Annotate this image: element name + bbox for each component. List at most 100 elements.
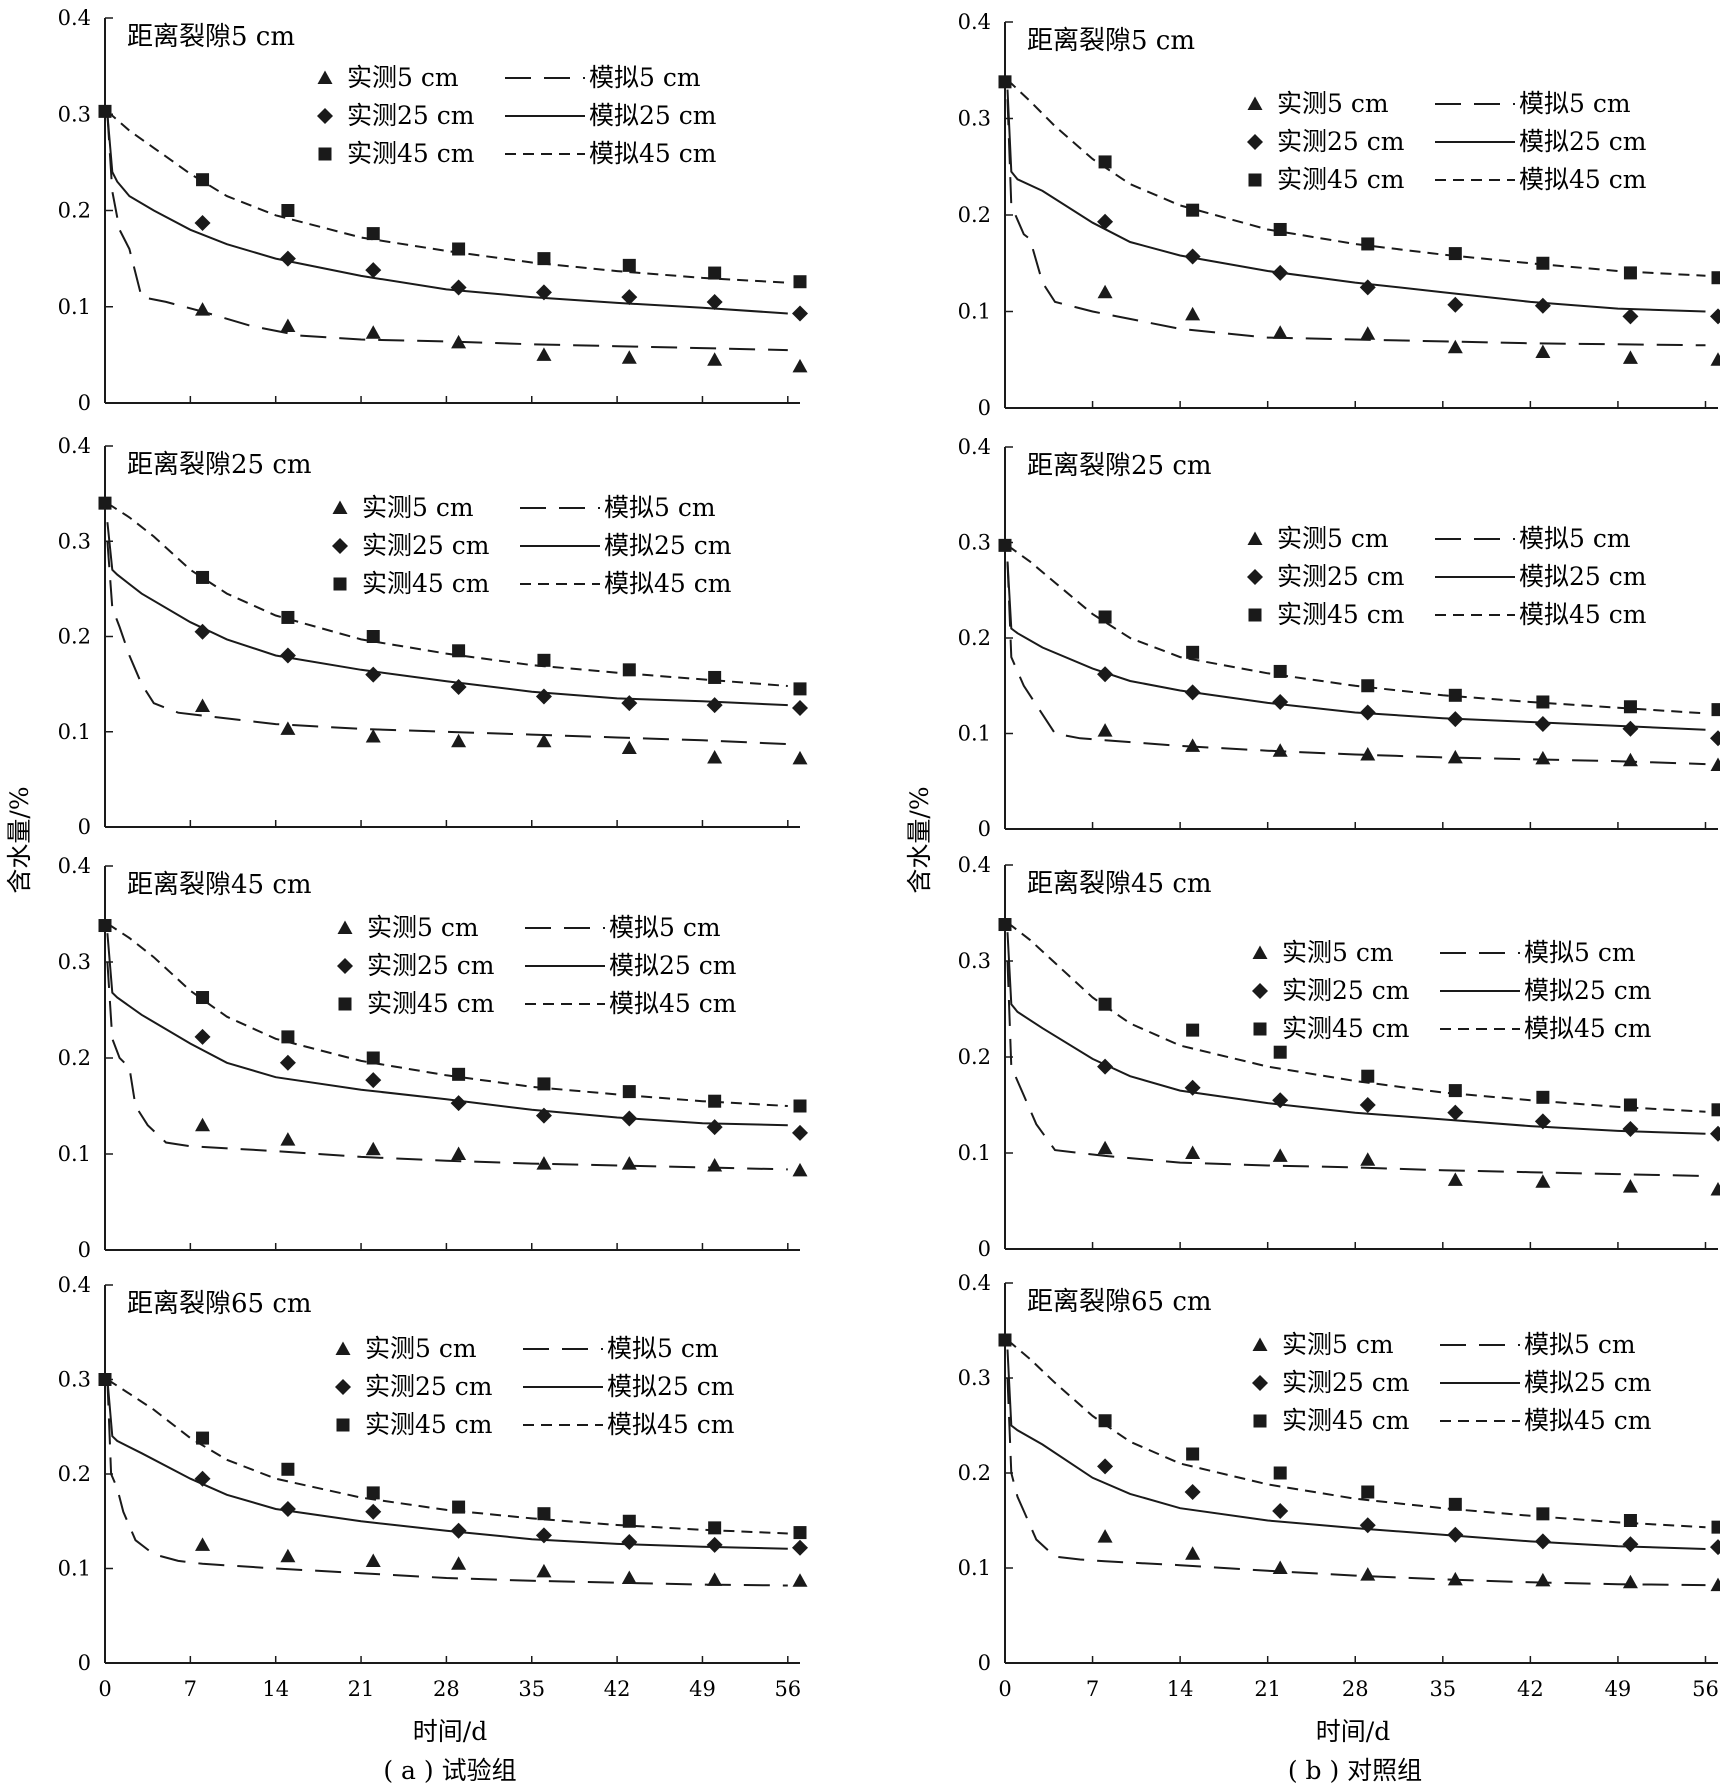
y-tick-label: 0.1 — [58, 1557, 91, 1581]
measured-marker — [1710, 1539, 1720, 1556]
simulated-line — [106, 961, 788, 1171]
measured-marker — [793, 275, 807, 289]
legend-label: 实测25 cm — [362, 531, 490, 560]
legend-label: 模拟5 cm — [609, 913, 721, 942]
measured-marker — [1272, 1560, 1288, 1574]
measured-marker — [622, 1514, 636, 1528]
legend: 实测5 cm 模拟5 cm 实测25 cm 模拟25 cm 实测45 cm 模拟45 cm — [1252, 938, 1652, 1043]
measured-marker — [536, 347, 552, 361]
legend-label: 模拟5 cm — [1519, 524, 1631, 553]
measured-marker — [536, 733, 552, 748]
legend-marker — [335, 1341, 351, 1355]
measured-marker — [1097, 1529, 1113, 1543]
measured-marker — [280, 318, 296, 332]
y-tick-label: 0 — [978, 817, 991, 841]
measured-marker — [279, 647, 296, 664]
y-tick-label: 0.1 — [958, 1556, 991, 1580]
measured-marker — [706, 293, 723, 310]
legend-marker — [1247, 569, 1263, 585]
legend-label: 模拟5 cm — [1524, 938, 1636, 967]
simulated-line — [106, 1379, 788, 1550]
legend-marker — [332, 500, 348, 514]
measured-marker — [998, 1333, 1012, 1347]
panel-title: 距离裂隙25 cm — [1027, 451, 1212, 481]
legend-label: 模拟25 cm — [607, 1372, 735, 1401]
legend-label: 实测5 cm — [365, 1334, 477, 1363]
measured-marker — [450, 1095, 467, 1112]
legend-marker — [1253, 1022, 1267, 1036]
measured-marker — [1622, 1536, 1639, 1553]
chart-panel: 0 0.1 0.2 0.3 0.4 距离裂隙5 cm 实测5 cm 模拟5 cm 实测25 cm… — [958, 10, 1720, 420]
y-tick-label: 0 — [978, 396, 991, 420]
measured-marker — [195, 1117, 211, 1132]
measured-marker — [1534, 1533, 1551, 1550]
measured-marker — [1447, 711, 1464, 728]
measured-marker — [537, 1077, 551, 1091]
measured-marker — [1360, 326, 1376, 340]
legend-marker — [318, 147, 332, 161]
measured-marker — [1186, 645, 1200, 659]
legend-label: 实测45 cm — [362, 569, 490, 598]
y-tick-label: 0.4 — [58, 434, 91, 458]
legend: 实测5 cm 模拟5 cm 实测25 cm 模拟25 cm 实测45 cm 模拟45 cm — [335, 1334, 735, 1439]
simulated-line — [1006, 99, 1706, 347]
panels-layer: 0 0.1 0.2 0.3 0.4 距离裂隙5 cm 实测5 cm 模拟5 cm 实测25 cm… — [58, 6, 1720, 1701]
measured-marker — [792, 1539, 808, 1556]
y-tick-label: 0.2 — [958, 1461, 991, 1485]
measured-marker — [1185, 306, 1201, 321]
measured-marker — [792, 358, 808, 373]
chart-panel: 0 0.1 0.2 0.3 0.4 距离裂隙5 cm 实测5 cm 模拟5 cm 实测25 cm… — [58, 6, 808, 415]
measured-marker — [1622, 308, 1639, 325]
y-tick-label: 0.4 — [58, 1273, 91, 1297]
y-tick-label: 0 — [78, 1238, 91, 1262]
panel-title: 距离裂隙65 cm — [127, 1289, 312, 1319]
measured-marker — [281, 1462, 295, 1476]
measured-marker — [452, 644, 466, 658]
legend-marker — [1253, 1414, 1267, 1428]
y-tick-label: 0.1 — [58, 295, 91, 319]
measured-marker — [451, 334, 467, 349]
x-tick-label: 42 — [604, 1677, 631, 1701]
measured-marker — [1535, 1572, 1551, 1587]
chart-panel: 0 0.1 0.2 0.3 0.4 距离裂隙25 cm 实测5 cm 模拟5 cm 实测25 c… — [58, 434, 808, 839]
y-tick-label: 0.4 — [58, 6, 91, 30]
measured-marker — [1185, 1145, 1201, 1159]
legend-label: 模拟45 cm — [604, 569, 732, 598]
measured-marker — [1622, 752, 1638, 767]
y-tick-label: 0.2 — [58, 199, 91, 223]
measured-marker — [365, 1553, 381, 1567]
x-axis-label-left: 时间/d — [413, 1717, 487, 1746]
measured-marker — [1273, 222, 1287, 236]
legend-marker — [337, 958, 353, 974]
measured-marker — [451, 1146, 467, 1160]
measured-marker — [621, 1570, 637, 1584]
legend-marker — [1248, 608, 1262, 622]
measured-marker — [1536, 256, 1550, 270]
legend-marker — [317, 108, 333, 124]
measured-marker — [281, 610, 295, 624]
measured-marker — [1448, 1497, 1462, 1511]
measured-marker — [1711, 1103, 1720, 1117]
y-tick-label: 0.1 — [58, 1142, 91, 1166]
x-tick-label: 49 — [1605, 1677, 1632, 1701]
measured-marker — [451, 1556, 467, 1570]
chart-panel: 0 0.1 0.2 0.3 0.4 距离裂隙25 cm 实测5 cm 模拟5 cm 实测25 c… — [958, 435, 1720, 841]
simulated-line — [106, 1379, 788, 1587]
legend-label: 模拟25 cm — [1524, 1368, 1652, 1397]
measured-marker — [1360, 747, 1376, 761]
x-tick-label: 14 — [262, 1677, 289, 1701]
legend-label: 模拟25 cm — [1519, 127, 1647, 156]
legend-marker — [1252, 983, 1268, 999]
measured-marker — [365, 325, 381, 339]
measured-marker — [536, 1156, 552, 1170]
measured-marker — [1360, 1567, 1376, 1581]
y-tick-label: 0.3 — [58, 1368, 91, 1392]
measured-marker — [1098, 155, 1112, 169]
simulated-line — [106, 1378, 788, 1535]
legend-label: 模拟45 cm — [1524, 1406, 1652, 1435]
x-tick-label: 56 — [774, 1677, 801, 1701]
measured-marker — [1711, 271, 1720, 285]
measured-marker — [1448, 1084, 1462, 1098]
measured-marker — [1272, 743, 1288, 757]
legend-marker — [1252, 1337, 1268, 1351]
